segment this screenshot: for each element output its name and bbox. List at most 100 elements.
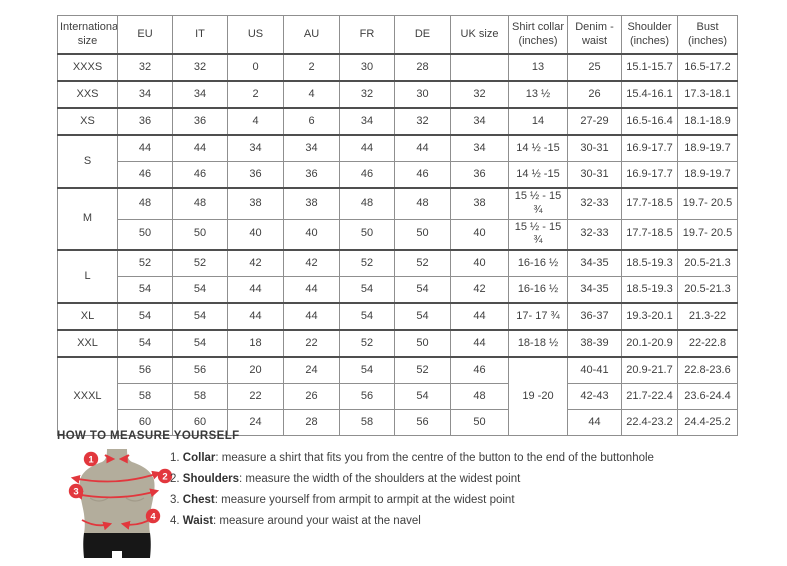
table-cell: 4 xyxy=(283,80,340,109)
table-cell: 28 xyxy=(283,409,340,436)
table-cell: 56 xyxy=(172,356,228,384)
table-cell: 36 xyxy=(227,161,284,189)
table-cell: 52 xyxy=(394,249,451,277)
table-cell: 17.7-18.5 xyxy=(621,187,678,220)
table-cell: 22 xyxy=(227,383,284,410)
table-cell: 44 xyxy=(567,409,622,436)
table-cell: 32-33 xyxy=(567,218,622,251)
table-cell: 16-16 ½ xyxy=(508,249,568,277)
instruction-text: : measure yourself from armpit to armpit… xyxy=(214,494,515,506)
table-cell: 32 xyxy=(117,53,173,82)
table-cell: 34 xyxy=(227,134,284,162)
table-cell: 15 ½ - 15 ¾ xyxy=(508,187,568,220)
instruction-collar: 1. Collar: measure a shirt that fits you… xyxy=(170,448,730,469)
instruction-number: 3. xyxy=(170,494,180,506)
table-cell: 20.5-21.3 xyxy=(677,276,738,304)
instruction-text: : measure around your waist at the navel xyxy=(213,515,421,527)
column-header: International size xyxy=(57,15,118,55)
table-row: 50 50 40 40 50 50 40 15 ½ - 15 ¾ 32-33 17.7-18.5 1… xyxy=(58,218,738,251)
badge-shoulders: 2 xyxy=(157,468,173,484)
badge-collar-number: 1 xyxy=(88,455,94,466)
column-header: EU xyxy=(117,15,173,55)
badge-waist-number: 4 xyxy=(150,512,156,523)
badge-chest-number: 3 xyxy=(73,487,78,498)
shoulders-arrow xyxy=(70,470,162,484)
table-cell: 54 xyxy=(117,329,173,358)
table-cell: 6 xyxy=(283,107,340,136)
table-cell: 44 xyxy=(450,329,509,358)
table-cell: 34 xyxy=(172,80,228,109)
table-cell: 58 xyxy=(117,383,173,410)
size-group-cell: S xyxy=(57,134,118,189)
table-cell: 52 xyxy=(339,249,395,277)
table-cell: 58 xyxy=(172,383,228,410)
size-group-cell: XL xyxy=(57,302,118,331)
table-cell: 36 xyxy=(450,161,509,189)
table-cell: 27-29 xyxy=(567,107,622,136)
table-row: M 48 48 38 38 48 48 38 15 ½ - 15 ¾ 32-33 17.7-18.5… xyxy=(57,187,738,251)
table-row: 46 46 36 36 46 46 36 14 ½ -15 30-31 16.9-17.7 18.9… xyxy=(58,161,738,189)
table-cell: 21.7-22.4 xyxy=(621,383,678,410)
table-cell: 16.5-17.2 xyxy=(677,53,738,82)
table-cell: 32 xyxy=(339,80,395,109)
badge-shoulders-number: 2 xyxy=(162,472,167,483)
column-header: Bust (inches) xyxy=(677,15,738,55)
header-row: International size EU IT US AU FR DE UK size Shi… xyxy=(57,15,738,55)
size-group-cell: L xyxy=(57,249,118,304)
table-cell: 21.3-22 xyxy=(677,302,738,331)
column-header: Shoulder (inches) xyxy=(621,15,678,55)
table-cell: 38 xyxy=(283,187,340,220)
table-cell: 30-31 xyxy=(567,161,622,189)
table-cell: 18.5-19.3 xyxy=(621,276,678,304)
table-cell: 4 xyxy=(227,107,284,136)
table-cell: 19.3-20.1 xyxy=(621,302,678,331)
badge-collar: 1 xyxy=(83,451,99,467)
table-cell: 22 xyxy=(283,329,340,358)
table-cell: 13 ½ xyxy=(508,80,568,109)
table-cell: 16-16 ½ xyxy=(508,276,568,304)
table-cell: 36 xyxy=(172,107,228,136)
table-cell: 40 xyxy=(283,218,340,251)
table-cell: 15.4-16.1 xyxy=(621,80,678,109)
instruction-text: : measure a shirt that fits you from the… xyxy=(215,452,654,464)
table-cell: 26 xyxy=(283,383,340,410)
table-cell: 40 xyxy=(450,249,509,277)
table-cell: 34 xyxy=(339,107,395,136)
table-cell: 50 xyxy=(450,409,509,436)
table-cell: 18-18 ½ xyxy=(508,329,568,358)
table-cell: 20.1-20.9 xyxy=(621,329,678,358)
table-row: L 52 52 42 42 52 52 40 16-16 ½ 34-35 18.5-19.3 20.5… xyxy=(57,249,738,304)
table-cell: 38 xyxy=(450,187,509,220)
instruction-label: Collar xyxy=(182,452,216,464)
table-cell: 44 xyxy=(227,276,284,304)
table-cell: 14 ½ -15 xyxy=(508,161,568,189)
column-header: FR xyxy=(339,15,395,55)
instruction-shoulders: 2. Shoulders: measure the width of the s… xyxy=(170,469,730,490)
measure-section-heading: HOW TO MEASURE YOURSELF xyxy=(57,430,240,442)
table-cell: 13 xyxy=(508,53,568,82)
instruction-number: 4. xyxy=(170,515,180,527)
table-row: XL 54 54 44 44 54 54 44 17- 17 ¾ 36-37 19.3-20.1 21… xyxy=(57,302,738,331)
instruction-number: 1. xyxy=(170,452,180,464)
table-cell: 19.7- 20.5 xyxy=(677,187,738,220)
table-cell: 36 xyxy=(117,107,173,136)
table-cell: 60 xyxy=(117,409,173,436)
measurement-figure: 1 2 3 4 xyxy=(60,446,174,564)
instruction-waist: 4. Waist: measure around your waist at t… xyxy=(170,511,730,532)
table-cell: 52 xyxy=(172,249,228,277)
instruction-text: : measure the width of the shoulders at … xyxy=(239,473,521,485)
table-cell: 32-33 xyxy=(567,187,622,220)
table-cell: 14 xyxy=(508,107,568,136)
table-cell: 42 xyxy=(450,276,509,304)
size-chart-table: International size EU IT US AU FR DE UK size Shi… xyxy=(57,15,738,436)
table-cell: 54 xyxy=(394,276,451,304)
table-cell: 44 xyxy=(283,302,340,331)
instruction-number: 2. xyxy=(170,473,180,485)
table-cell: 16.9-17.7 xyxy=(621,134,678,162)
column-header: IT xyxy=(172,15,228,55)
table-cell: 34 xyxy=(117,80,173,109)
table-cell: 46 xyxy=(394,161,451,189)
shorts-shape xyxy=(83,533,151,558)
table-cell: 2 xyxy=(227,80,284,109)
table-cell: 20 xyxy=(227,356,284,384)
